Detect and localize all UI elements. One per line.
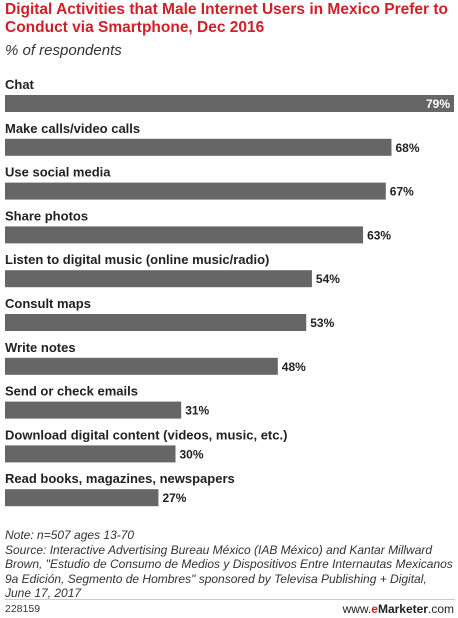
brand-e: e bbox=[371, 602, 378, 616]
note-text: Note: n=507 ages 13-70 bbox=[5, 528, 135, 542]
chart-id: 228159 bbox=[5, 603, 41, 615]
category-label: Make calls/video calls bbox=[5, 121, 140, 136]
brand-suffix: .com bbox=[427, 602, 454, 616]
value-label: 67% bbox=[390, 185, 414, 199]
category-label: Read books, magazines, newspapers bbox=[5, 471, 235, 486]
brand-name: Marketer bbox=[377, 602, 428, 616]
bar bbox=[5, 357, 278, 375]
brand-url[interactable]: www.eMarketer.com bbox=[343, 602, 454, 616]
category-label: Use social media bbox=[5, 165, 111, 180]
brand-prefix: www. bbox=[342, 602, 372, 616]
bar bbox=[5, 489, 159, 507]
category-label: Chat bbox=[5, 77, 35, 92]
category-label: Download digital content (videos, music,… bbox=[5, 427, 287, 442]
category-label: Write notes bbox=[5, 340, 76, 355]
value-label: 31% bbox=[185, 404, 209, 418]
bar bbox=[5, 401, 182, 419]
category-label: Consult maps bbox=[5, 296, 91, 311]
bar bbox=[5, 138, 392, 156]
category-label: Listen to digital music (online music/ra… bbox=[5, 252, 269, 267]
category-label: Share photos bbox=[5, 208, 88, 223]
footer-divider bbox=[5, 599, 455, 600]
category-label: Send or check emails bbox=[5, 384, 138, 399]
bar bbox=[5, 95, 454, 112]
value-label: 68% bbox=[395, 141, 419, 155]
value-label: 48% bbox=[282, 360, 306, 374]
bar bbox=[5, 270, 312, 288]
bar bbox=[5, 226, 364, 244]
bar bbox=[5, 445, 176, 463]
chart-title: Digital Activities that Male Internet Us… bbox=[5, 1, 449, 36]
value-label: 79% bbox=[426, 97, 450, 111]
bar-chart: Chat 79% Make calls/video calls 68% Use soci… bbox=[5, 77, 454, 507]
value-label: 63% bbox=[367, 228, 391, 242]
bar bbox=[5, 314, 307, 331]
footnote: Note: n=507 ages 13-70 Source: Interacti… bbox=[5, 528, 455, 601]
value-label: 53% bbox=[310, 316, 334, 330]
value-label: 30% bbox=[180, 447, 204, 461]
bar bbox=[5, 182, 386, 200]
source-text: Source: Interactive Advertising Bureau M… bbox=[5, 542, 453, 601]
chart-subtitle: % of respondents bbox=[5, 42, 122, 59]
value-label: 54% bbox=[316, 272, 340, 286]
value-label: 27% bbox=[162, 491, 186, 505]
